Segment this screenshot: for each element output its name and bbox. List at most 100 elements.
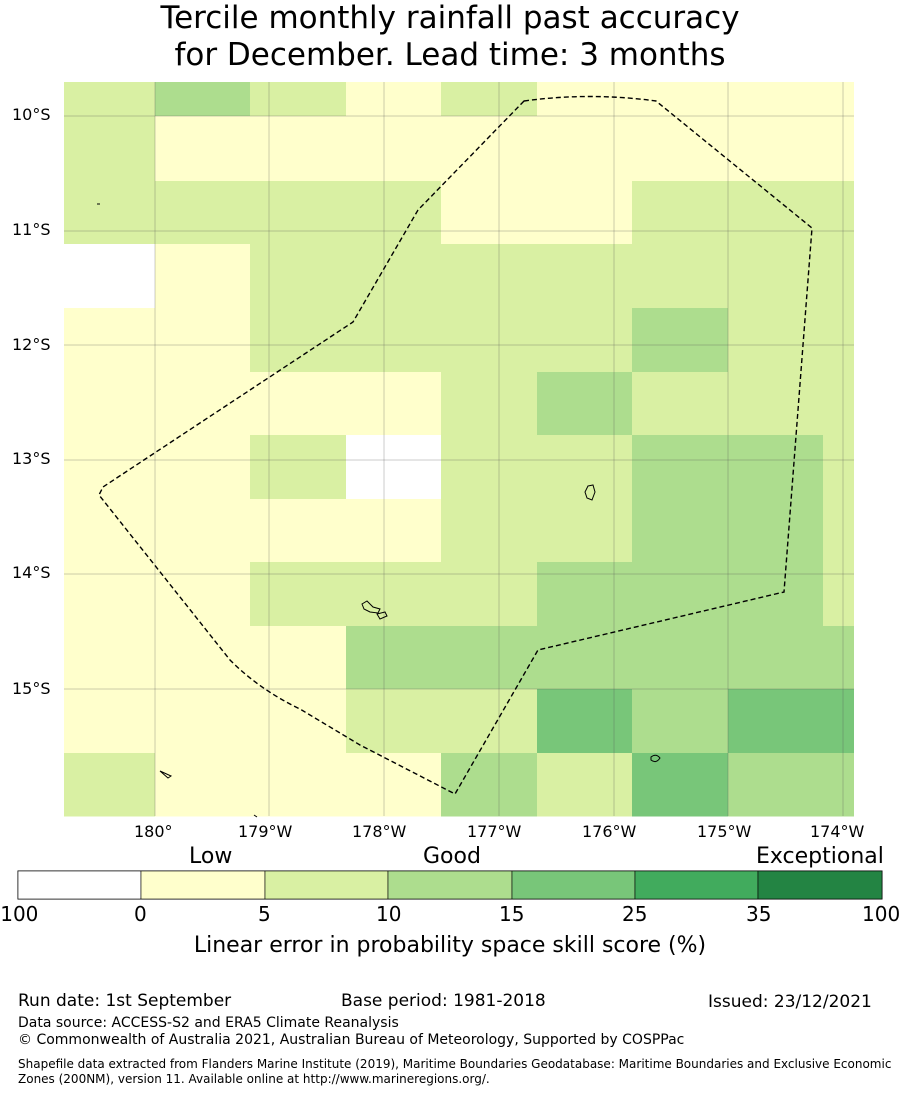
colorbar-category-good: Good (423, 844, 481, 869)
skill-cell (441, 626, 538, 690)
skill-cell (441, 753, 538, 817)
skill-cell (632, 689, 729, 754)
colorbar-tick: 35 (746, 902, 772, 926)
colorbar-segment (757, 870, 883, 900)
graticule (64, 82, 854, 816)
skill-cell (346, 753, 442, 817)
skill-cell (537, 562, 633, 627)
lon-label: 174°W (810, 822, 865, 841)
skill-cell (537, 626, 633, 690)
skill-cell (823, 308, 854, 373)
skill-cell (632, 181, 729, 245)
skill-cell (728, 372, 824, 436)
run-date: Run date: 1st September (18, 991, 232, 1011)
skill-cell (155, 626, 251, 690)
skill-cell (632, 82, 729, 117)
skill-cell (64, 244, 156, 309)
skill-cell (250, 82, 347, 117)
colorbar-tick: 25 (622, 902, 648, 926)
skill-cell (537, 244, 633, 309)
skill-cell (64, 116, 156, 182)
skill-cell (823, 244, 854, 309)
lon-label: 177°W (467, 822, 522, 841)
colorbar-tick: -100 (0, 902, 39, 926)
skill-cell (346, 181, 442, 245)
skill-cell (441, 82, 538, 117)
skill-cell (537, 116, 633, 182)
colorbar-segment (17, 870, 142, 900)
skill-cell (632, 372, 729, 436)
skill-cell (155, 116, 251, 182)
title-line-2: for December. Lead time: 3 months (174, 37, 726, 73)
skill-cell (728, 308, 824, 373)
skill-cell (537, 753, 633, 817)
skill-cell (155, 435, 251, 500)
lat-label: 11°S (12, 220, 51, 239)
skill-cell (632, 435, 729, 500)
base-period: Base period: 1981-2018 (341, 991, 546, 1011)
skill-cell (346, 244, 442, 309)
colorbar-category-exceptional: Exceptional (756, 844, 884, 869)
skill-cell (64, 626, 156, 690)
skill-cell (823, 562, 854, 627)
skill-cell (537, 82, 633, 117)
skill-cell (250, 562, 347, 627)
island-outline (361, 600, 381, 614)
colorbar-segment (511, 870, 636, 900)
skill-cell (155, 372, 251, 436)
lat-label: 12°S (12, 335, 51, 354)
chart-title: Tercile monthly rainfall past accuracy f… (0, 0, 900, 74)
lon-label: 180° (134, 822, 173, 841)
skill-cell (537, 372, 633, 436)
skill-cell (155, 753, 251, 817)
skill-cell (346, 372, 442, 436)
skill-cell (632, 244, 729, 309)
colorbar-segment (387, 870, 513, 900)
skill-cell (250, 372, 347, 436)
lon-label: 175°W (697, 822, 752, 841)
eez-boundary (98, 95, 813, 795)
skill-cell (250, 308, 347, 373)
lat-label: 13°S (12, 449, 51, 468)
lon-label: 179°W (238, 822, 293, 841)
colorbar-tick: 0 (134, 902, 147, 926)
colorbar-tick: 10 (376, 902, 402, 926)
colorbar-tick: 5 (258, 902, 271, 926)
lon-label: 178°W (352, 822, 407, 841)
skill-cell (155, 82, 251, 117)
skill-cell (155, 689, 251, 754)
skill-cell (823, 435, 854, 500)
skill-cell (346, 308, 442, 373)
skill-cell (250, 244, 347, 309)
title-line-1: Tercile monthly rainfall past accuracy (160, 0, 740, 36)
skill-cell (441, 308, 538, 373)
skill-cell (346, 499, 442, 563)
skill-cell (64, 372, 156, 436)
skill-cell (250, 499, 347, 563)
island-outline (159, 770, 173, 779)
skill-cell (823, 181, 854, 245)
skill-cell (346, 435, 442, 500)
skill-cell (728, 82, 824, 117)
skill-cell (728, 116, 824, 182)
skill-cell (250, 181, 347, 245)
copyright: © Commonwealth of Australia 2021, Austra… (18, 1032, 685, 1048)
issued-date: Issued: 23/12/2021 (708, 992, 872, 1012)
skill-cell (64, 181, 156, 245)
skill-cell (823, 753, 854, 817)
skill-cell (441, 181, 538, 245)
skill-cell (250, 753, 347, 817)
skill-cell (823, 626, 854, 690)
skill-cell (728, 753, 824, 817)
skill-cell (728, 181, 824, 245)
skill-cell (346, 82, 442, 117)
colorbar-tick: 15 (499, 902, 525, 926)
skill-cell (64, 435, 156, 500)
island-outlines (97, 203, 661, 818)
skill-cell (155, 308, 251, 373)
lon-label: 176°W (582, 822, 637, 841)
skill-cell (155, 181, 251, 245)
lat-label: 10°S (12, 105, 51, 124)
skill-cell (632, 499, 729, 563)
skill-cell (823, 372, 854, 436)
